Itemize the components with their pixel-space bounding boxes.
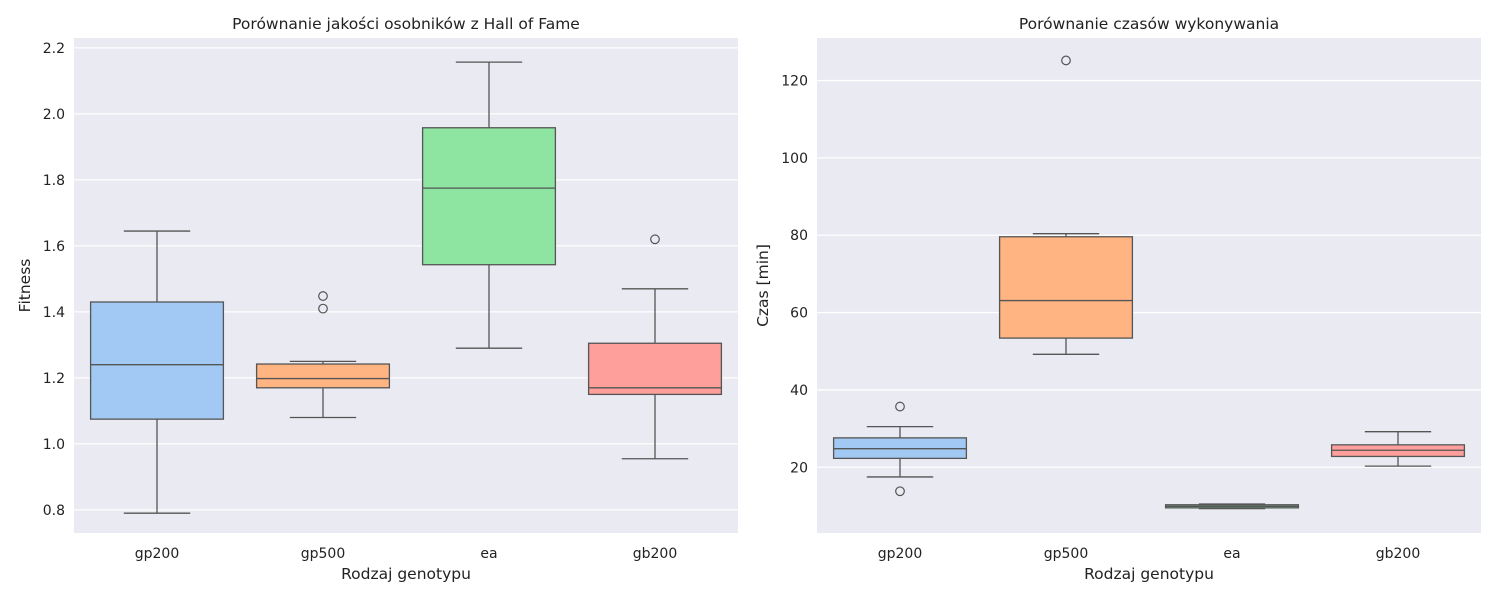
panel-1-xlabel: Rodzaj genotypu (341, 565, 471, 583)
panel-1-xtick-label: ea (480, 546, 497, 562)
panel-2-box-gp500 (998, 236, 1134, 339)
panel-1-ytick-label: 1.2 (43, 371, 65, 387)
panel-1-box-ea (421, 127, 557, 266)
panel-1-box-gp200 (89, 301, 225, 420)
panel-1-ylabel: Fitness (16, 259, 34, 313)
panel-1-outlier-gp500 (318, 303, 328, 314)
panel-2-ytick-label: 60 (790, 306, 808, 322)
panel-1-background (74, 38, 738, 533)
panel-1-ytick-label: 2.0 (43, 107, 65, 123)
panel-1-xtick-label: gb200 (633, 546, 678, 562)
panel-2-xtick-label: gb200 (1376, 546, 1421, 562)
panel-2-xlabel: Rodzaj genotypu (1084, 565, 1214, 583)
panel-2-ytick-label: 80 (790, 228, 808, 244)
panel-2-xtick-label: gp200 (878, 546, 923, 562)
panel-2-outlier-gp500 (1061, 55, 1071, 66)
panel-1-box-gb200 (587, 342, 723, 396)
panel-2-outlier-gp200 (895, 401, 905, 412)
panel-2-ytick-label: 20 (790, 460, 808, 476)
panel-2-ytick-label: 120 (781, 74, 808, 90)
panel-1-ytick-label: 2.2 (43, 41, 65, 57)
panel-1-title: Porównanie jakości osobników z Hall of F… (232, 15, 580, 33)
panel-2-ytick-label: 100 (781, 151, 808, 167)
panel-1-ytick-label: 1.4 (43, 305, 65, 321)
panel-2-title: Porównanie czasów wykonywania (1019, 15, 1279, 33)
panel-2-ytick-label: 40 (790, 383, 808, 399)
panel-1-ytick-label: 1.6 (43, 239, 65, 255)
panel-1-ytick-label: 0.8 (43, 503, 65, 519)
panel-1-xtick-label: gp500 (301, 546, 346, 562)
panel-1-ytick-label: 1.8 (43, 173, 65, 189)
panel-2-xtick-label: gp500 (1044, 546, 1089, 562)
panel-1-box-gp500 (255, 363, 391, 389)
panel-2-xtick-label: ea (1223, 546, 1240, 562)
panel-2-outlier-gp200 (895, 486, 905, 497)
panel-1-ytick-label: 1.0 (43, 437, 65, 453)
panel-1-xtick-label: gp200 (135, 546, 180, 562)
panel-1-outlier-gb200 (650, 234, 660, 245)
panel-2-ylabel: Czas [min] (754, 244, 772, 327)
panel-1-outlier-gp500 (318, 291, 328, 301)
